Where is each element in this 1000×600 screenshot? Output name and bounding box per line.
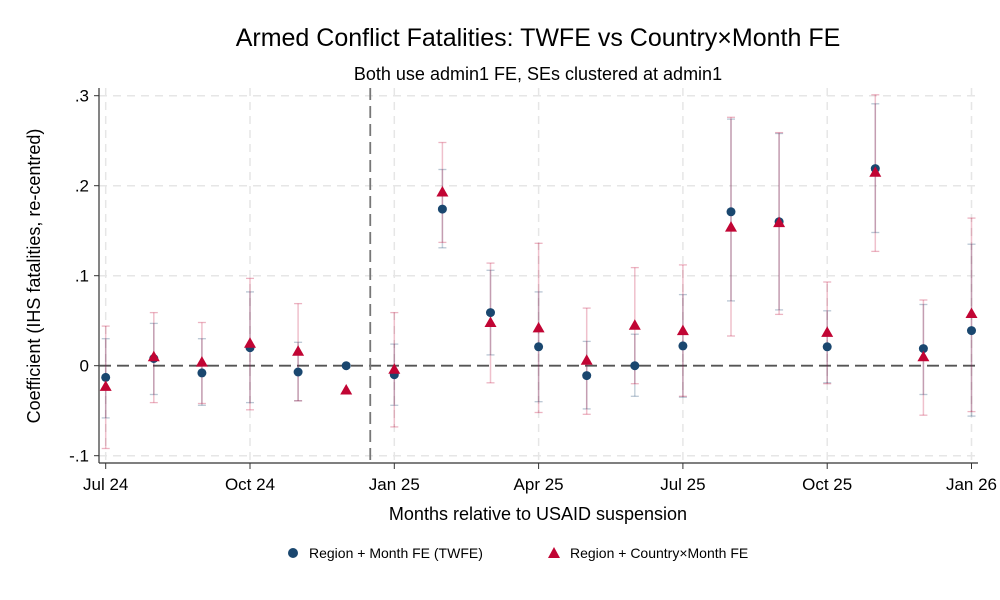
point-country-month [532, 321, 545, 333]
point-country-month [388, 363, 401, 374]
point-country-month [147, 350, 160, 362]
x-tick-label: Jan 26 [946, 475, 997, 494]
legend-label-twfe: Region + Month FE (TWFE) [309, 545, 483, 561]
gridlines [99, 88, 978, 463]
point-country-month [773, 216, 786, 228]
y-tick-label: .1 [75, 267, 89, 286]
point-twfe [822, 342, 832, 352]
legend-marker-twfe [288, 548, 298, 558]
point-country-month [484, 316, 497, 327]
point-twfe [437, 204, 447, 214]
point-twfe [630, 361, 640, 371]
point-twfe [486, 308, 495, 318]
x-tick-label: Jan 25 [369, 475, 420, 494]
point-twfe [341, 361, 351, 371]
data-marks [99, 88, 978, 463]
legend-marker-cxm [548, 547, 560, 558]
chart-title: Armed Conflict Fatalities: TWFE vs Count… [236, 24, 841, 52]
x-tick-label: Oct 24 [225, 475, 275, 494]
point-country-month [869, 166, 882, 177]
point-twfe [582, 371, 592, 381]
x-tick-label: Jul 24 [83, 475, 128, 494]
point-twfe [726, 207, 736, 217]
point-country-month [821, 326, 834, 337]
point-country-month [340, 384, 353, 395]
legend: Region + Month FE (TWFE) Region + Countr… [288, 545, 748, 561]
point-country-month [580, 354, 593, 365]
point-twfe [678, 341, 688, 351]
y-tick-label: 0 [80, 357, 89, 376]
y-tick-label: -.1 [69, 447, 89, 466]
point-country-month [195, 356, 208, 367]
x-tick-label: Oct 25 [802, 475, 852, 494]
point-twfe [534, 342, 544, 352]
point-twfe [197, 368, 207, 378]
point-twfe [101, 372, 111, 382]
x-axis-label: Months relative to USAID suspension [389, 504, 687, 524]
point-twfe [967, 326, 976, 336]
y-tick-label: .3 [75, 87, 89, 106]
legend-label-cxm: Region + Country×Month FE [570, 545, 748, 561]
x-tick-label: Apr 25 [514, 475, 564, 494]
chart-subtitle: Both use admin1 FE, SEs clustered at adm… [354, 64, 722, 84]
axes: -.1 0 .1 .2 .3 Jul 24 Oct 24 Jan 25 Apr 25 Jul 25… [69, 87, 997, 494]
point-twfe [293, 367, 303, 377]
point-country-month [244, 337, 256, 348]
point-country-month [917, 350, 930, 362]
point-country-month [99, 380, 112, 391]
point-country-month [725, 221, 737, 232]
point-country-month [676, 324, 689, 336]
y-axis-label: Coefficient (IHS fatalities, re-centred) [24, 129, 44, 424]
y-tick-label: .2 [75, 177, 89, 196]
point-country-month [628, 319, 641, 330]
x-tick-label: Jul 25 [660, 475, 705, 494]
point-country-month [965, 307, 978, 318]
point-country-month [436, 186, 449, 197]
point-twfe [918, 344, 928, 354]
point-country-month [292, 345, 305, 356]
